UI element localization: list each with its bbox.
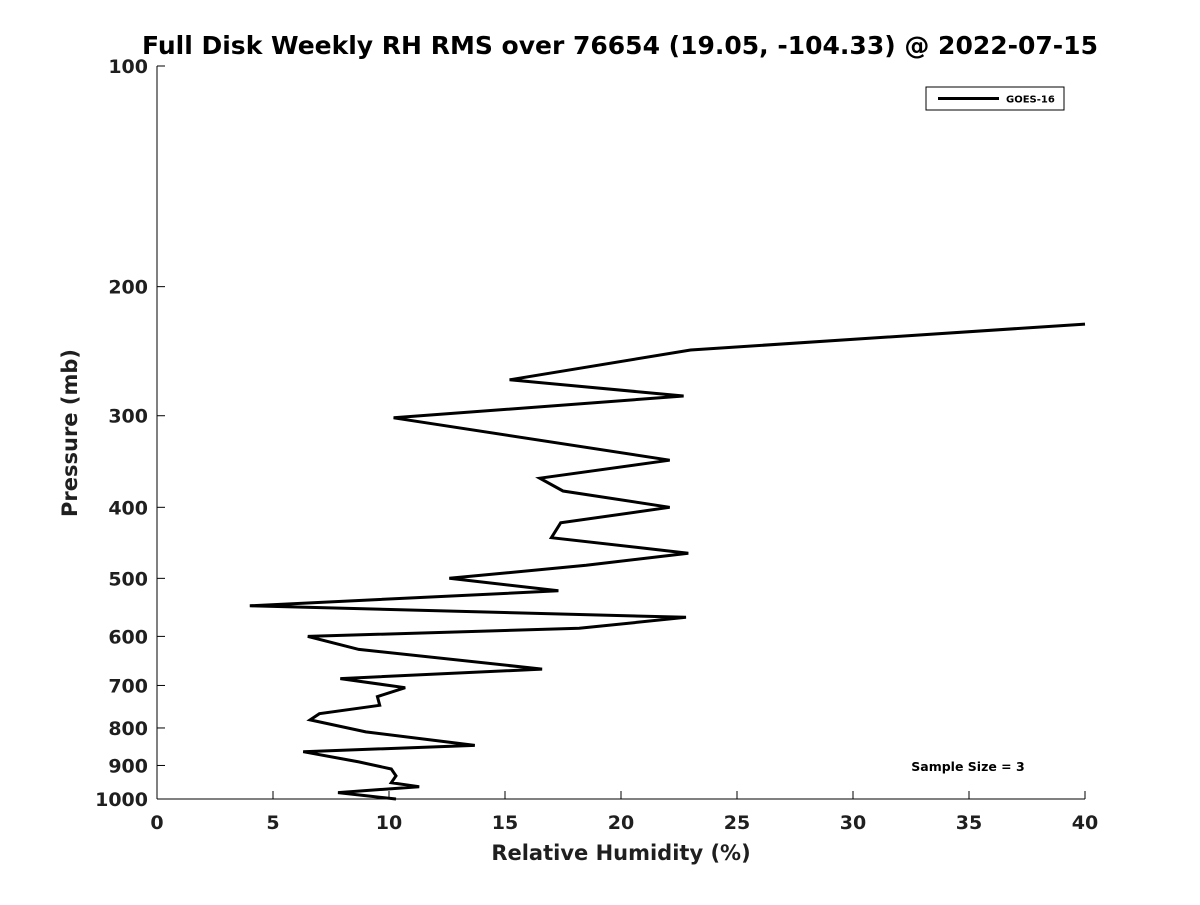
series-line-goes-16 — [249, 322, 1086, 801]
x-tick-label: 10 — [376, 812, 402, 834]
y-tick-label: 600 — [108, 626, 148, 648]
x-tick-label: 0 — [150, 812, 163, 834]
sample-size-annotation: Sample Size = 3 — [911, 759, 1024, 774]
x-tick-label: 20 — [608, 812, 634, 834]
x-tick-label: 25 — [724, 812, 750, 834]
legend: GOES-16 — [925, 86, 1065, 111]
chart-title: Full Disk Weekly RH RMS over 76654 (19.0… — [142, 31, 1098, 60]
x-tick-label: 30 — [840, 812, 866, 834]
x-tick-label: 5 — [266, 812, 279, 834]
y-axis-label: Pressure (mb) — [58, 349, 82, 517]
annotations: Sample Size = 3 — [911, 759, 1024, 774]
y-tick-label: 500 — [108, 568, 148, 590]
axes: 0 5 10 15 20 25 30 35 40 100 200 300 400 500 600 700 800… — [95, 56, 1098, 834]
x-tick-label: 35 — [956, 812, 982, 834]
y-tick-label: 800 — [108, 718, 148, 740]
legend-entry-label: GOES-16 — [1006, 95, 1055, 106]
y-tick-label: 100 — [108, 56, 148, 78]
y-tick-label: 900 — [108, 755, 148, 777]
series-layer — [249, 322, 1086, 801]
y-tick-label: 300 — [108, 406, 148, 428]
x-axis-label: Relative Humidity (%) — [491, 841, 750, 865]
x-tick-label: 40 — [1072, 812, 1098, 834]
y-tick-label: 400 — [108, 497, 148, 519]
y-tick-label: 1000 — [95, 789, 148, 811]
x-tick-label: 15 — [492, 812, 518, 834]
y-tick-label: 700 — [108, 675, 148, 697]
y-tick-label: 200 — [108, 277, 148, 299]
